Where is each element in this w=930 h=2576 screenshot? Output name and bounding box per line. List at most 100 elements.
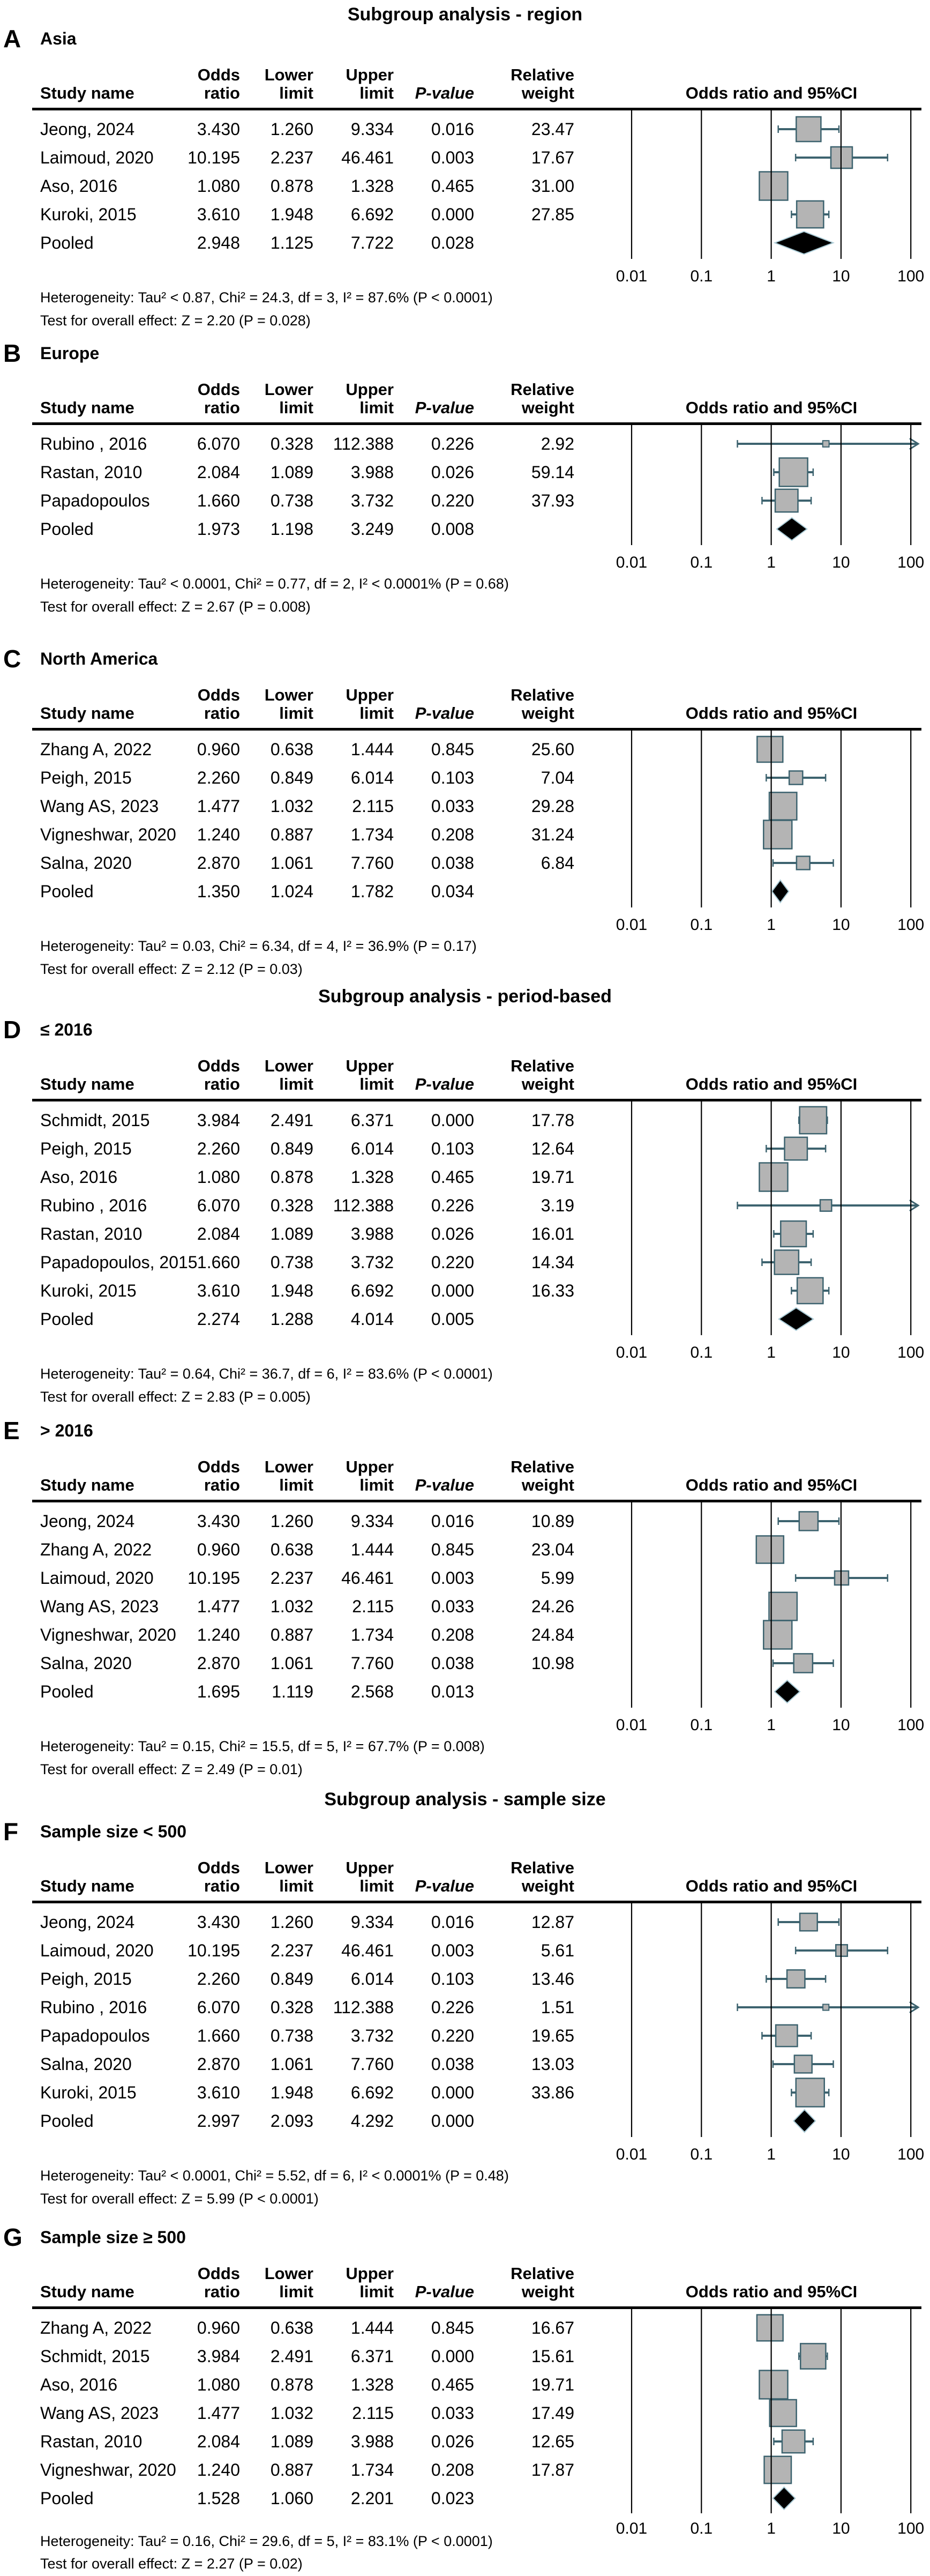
p-value-cell: 0.845 (431, 740, 474, 759)
upper-limit-cell: 6.371 (350, 1111, 394, 1130)
column-header-lower-1: Lower (264, 686, 313, 704)
relative-weight-cell: 10.89 (531, 1512, 574, 1531)
axis-tick-label: 1 (767, 1344, 776, 1361)
column-header-upper-1: Upper (346, 1457, 394, 1476)
column-header-lower-1: Lower (264, 380, 313, 399)
lower-limit-cell: 2.237 (270, 1568, 313, 1588)
upper-limit-cell: 3.988 (350, 463, 394, 482)
axis-tick-label: 10 (832, 554, 850, 571)
column-header-weight-2: weight (521, 1075, 574, 1093)
odds-ratio-cell: 10.195 (188, 148, 240, 167)
study-name-cell: Papadopoulos (40, 491, 150, 510)
lower-limit-cell: 2.237 (270, 1941, 313, 1960)
relative-weight-cell: 17.49 (531, 2403, 574, 2423)
odds-ratio-cell: 0.960 (197, 740, 240, 759)
column-header-weight-1: Relative (511, 1858, 574, 1877)
odds-ratio-cell: 2.084 (197, 2432, 240, 2451)
effect-square (822, 440, 830, 448)
lower-limit-cell: 1.061 (270, 2054, 313, 2074)
column-header-upper-1: Upper (346, 65, 394, 84)
odds-ratio-cell: 6.070 (197, 1998, 240, 2017)
study-name-cell: Zhang A, 2022 (40, 2318, 152, 2337)
effect-square (778, 457, 808, 487)
p-value-cell: 0.845 (431, 2318, 474, 2337)
effect-square (822, 2004, 830, 2011)
column-header-lower-1: Lower (264, 2264, 313, 2283)
column-header-upper-2: limit (359, 1476, 394, 1494)
p-value-cell: 0.016 (431, 1512, 474, 1531)
effect-square (759, 2370, 789, 2400)
column-header-p-value: P-value (415, 398, 474, 417)
study-name-cell: Papadopoulos (40, 2026, 150, 2045)
lower-limit-cell: 0.887 (270, 2460, 313, 2480)
lower-limit-cell: 2.491 (270, 2347, 313, 2366)
odds-ratio-cell: 3.430 (197, 1512, 240, 1531)
p-value-cell: 0.003 (431, 1568, 474, 1588)
upper-limit-cell: 46.461 (341, 1568, 394, 1588)
column-header-upper-1: Upper (346, 1858, 394, 1877)
panel-subtitle: Sample size < 500 (40, 1822, 187, 1841)
axis-tick-label: 0.01 (616, 2520, 648, 2537)
column-header-weight-1: Relative (511, 65, 574, 84)
plot-column-header: Odds ratio and 95%CI (685, 1476, 858, 1494)
lower-limit-cell: 0.328 (270, 434, 313, 453)
p-value-cell: 0.033 (431, 1597, 474, 1616)
study-name-cell: Rastan, 2010 (40, 463, 142, 482)
study-name-cell: Vigneshwar, 2020 (40, 1625, 176, 1644)
upper-limit-cell: 46.461 (341, 148, 394, 167)
p-value-cell: 0.008 (431, 519, 474, 539)
header-rule (32, 1098, 921, 1101)
upper-limit-cell: 1.444 (350, 1540, 394, 1559)
study-name-cell: Salna, 2020 (40, 1654, 132, 1673)
axis-tick-label: 0.1 (690, 1716, 713, 1734)
column-header-p-value: P-value (415, 1877, 474, 1895)
odds-ratio-cell: 1.080 (197, 176, 240, 196)
axis-tick-label: 1 (767, 1716, 776, 1734)
axis-tick-label: 0.1 (690, 1344, 713, 1361)
odds-ratio-cell: 2.260 (197, 1139, 240, 1158)
relative-weight-cell: 17.67 (531, 148, 574, 167)
column-header-study-name: Study name (40, 398, 134, 417)
column-header-odds-ratio-2: ratio (204, 2282, 240, 2301)
upper-limit-cell: 9.334 (350, 120, 394, 139)
effect-square (799, 1912, 818, 1932)
study-name-cell: Vigneshwar, 2020 (40, 2460, 176, 2480)
upper-limit-cell: 1.328 (350, 176, 394, 196)
p-value-cell: 0.208 (431, 825, 474, 844)
effect-square (763, 820, 793, 850)
odds-ratio-cell: 0.960 (197, 2318, 240, 2337)
arrow-head (909, 1199, 920, 1212)
p-value-cell: 0.026 (431, 2432, 474, 2451)
axis-tick-label: 1 (767, 2520, 776, 2537)
lower-limit-cell: 2.093 (270, 2111, 313, 2131)
lower-limit-cell: 1.948 (270, 205, 313, 224)
column-header-p-value: P-value (415, 84, 474, 102)
relative-weight-cell: 16.33 (531, 1281, 574, 1300)
p-value-cell: 0.208 (431, 1625, 474, 1644)
odds-ratio-cell: 10.195 (188, 1568, 240, 1588)
p-value-cell: 0.000 (431, 2347, 474, 2366)
p-value-cell: 0.000 (431, 205, 474, 224)
panel-subtitle: > 2016 (40, 1421, 93, 1440)
relative-weight-cell: 17.87 (531, 2460, 574, 2480)
relative-weight-cell: 13.46 (531, 1969, 574, 1989)
study-name-cell: Schmidt, 2015 (40, 2347, 150, 2366)
relative-weight-cell: 24.84 (531, 1625, 574, 1644)
p-value-cell: 0.220 (431, 2026, 474, 2045)
axis-tick-label: 10 (832, 267, 850, 285)
effect-square (774, 488, 799, 513)
axis-tick-label: 0.1 (690, 916, 713, 934)
p-value-cell: 0.028 (431, 233, 474, 252)
column-header-weight-1: Relative (511, 686, 574, 704)
relative-weight-cell: 7.04 (541, 768, 574, 787)
study-name-cell: Pooled (40, 2489, 94, 2508)
p-value-cell: 0.220 (431, 1253, 474, 1272)
upper-limit-cell: 1.444 (350, 2318, 394, 2337)
study-name-cell: Pooled (40, 1309, 94, 1329)
axis-tick-label: 0.01 (616, 1716, 648, 1734)
p-value-cell: 0.003 (431, 148, 474, 167)
p-value-cell: 0.465 (431, 176, 474, 196)
axis-tick-label: 0.01 (616, 267, 648, 285)
relative-weight-cell: 29.28 (531, 796, 574, 816)
column-header-weight-2: weight (521, 84, 574, 102)
